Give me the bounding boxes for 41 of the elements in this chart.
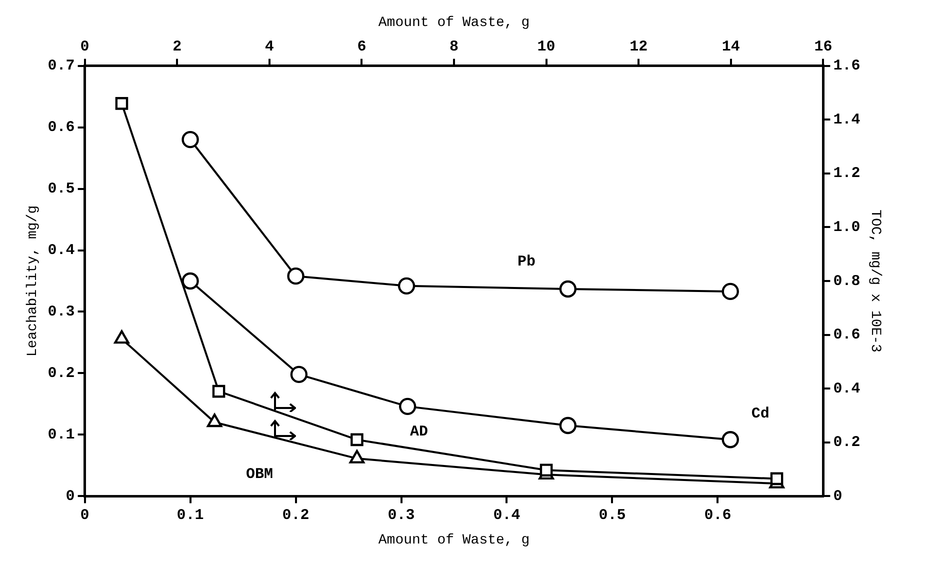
y2-tick-label: 1.6 <box>833 58 860 75</box>
y-tick-label: 0.7 <box>48 58 75 75</box>
x-tick-label: 0.4 <box>493 506 520 524</box>
x-tick-label: 0.3 <box>388 506 415 524</box>
y2-tick-label: 0.4 <box>833 380 860 398</box>
x2-tick-label: 0 <box>80 38 90 56</box>
x2-tick-label: 16 <box>814 38 832 56</box>
x2-tick-label: 8 <box>449 38 459 56</box>
y2-tick-label: 1.0 <box>833 218 860 236</box>
y-tick-label: 0.2 <box>48 365 75 382</box>
x2-tick-label: 14 <box>722 38 740 56</box>
series-label: AD <box>410 423 428 440</box>
y2-tick-label: 0 <box>833 488 842 505</box>
y-axis-title: Leachability, mg/g <box>25 205 42 357</box>
y-tick-label: 0.5 <box>48 180 75 198</box>
x2-tick-label: 10 <box>537 38 556 56</box>
y2-tick-label: 1.4 <box>833 111 860 128</box>
y-tick-label: 0.3 <box>48 304 75 321</box>
x-tick-label: 0 <box>80 506 90 524</box>
y2-tick-label: 0.8 <box>833 272 860 290</box>
y-tick-label: 0.4 <box>48 242 75 260</box>
x2-tick-label: 6 <box>357 38 366 56</box>
y-tick-label: 0 <box>66 488 75 505</box>
x-tick-label: 0.2 <box>282 506 310 524</box>
series-label: Pb <box>518 254 536 271</box>
x-tick-label: 0.6 <box>704 506 732 524</box>
x2-axis-title: Amount of Waste, g <box>378 15 530 32</box>
x-tick-label: 0.1 <box>176 506 204 524</box>
x2-tick-label: 12 <box>630 38 648 56</box>
y-tick-label: 0.6 <box>48 119 75 136</box>
x2-tick-label: 4 <box>264 38 274 56</box>
x-axis-title: Amount of Waste, g <box>378 532 530 548</box>
series-label: OBM <box>246 466 274 484</box>
y2-tick-label: 1.2 <box>833 165 860 182</box>
y2-axis-title: TOC, mg/g x 10E-3 <box>866 210 883 352</box>
y-tick-label: 0.1 <box>48 426 75 444</box>
y2-tick-label: 0.6 <box>833 326 860 344</box>
x2-tick-label: 2 <box>172 38 182 56</box>
y2-tick-label: 0.2 <box>833 434 860 452</box>
x-tick-label: 0.5 <box>598 506 626 524</box>
series-label: Cd <box>751 405 770 422</box>
